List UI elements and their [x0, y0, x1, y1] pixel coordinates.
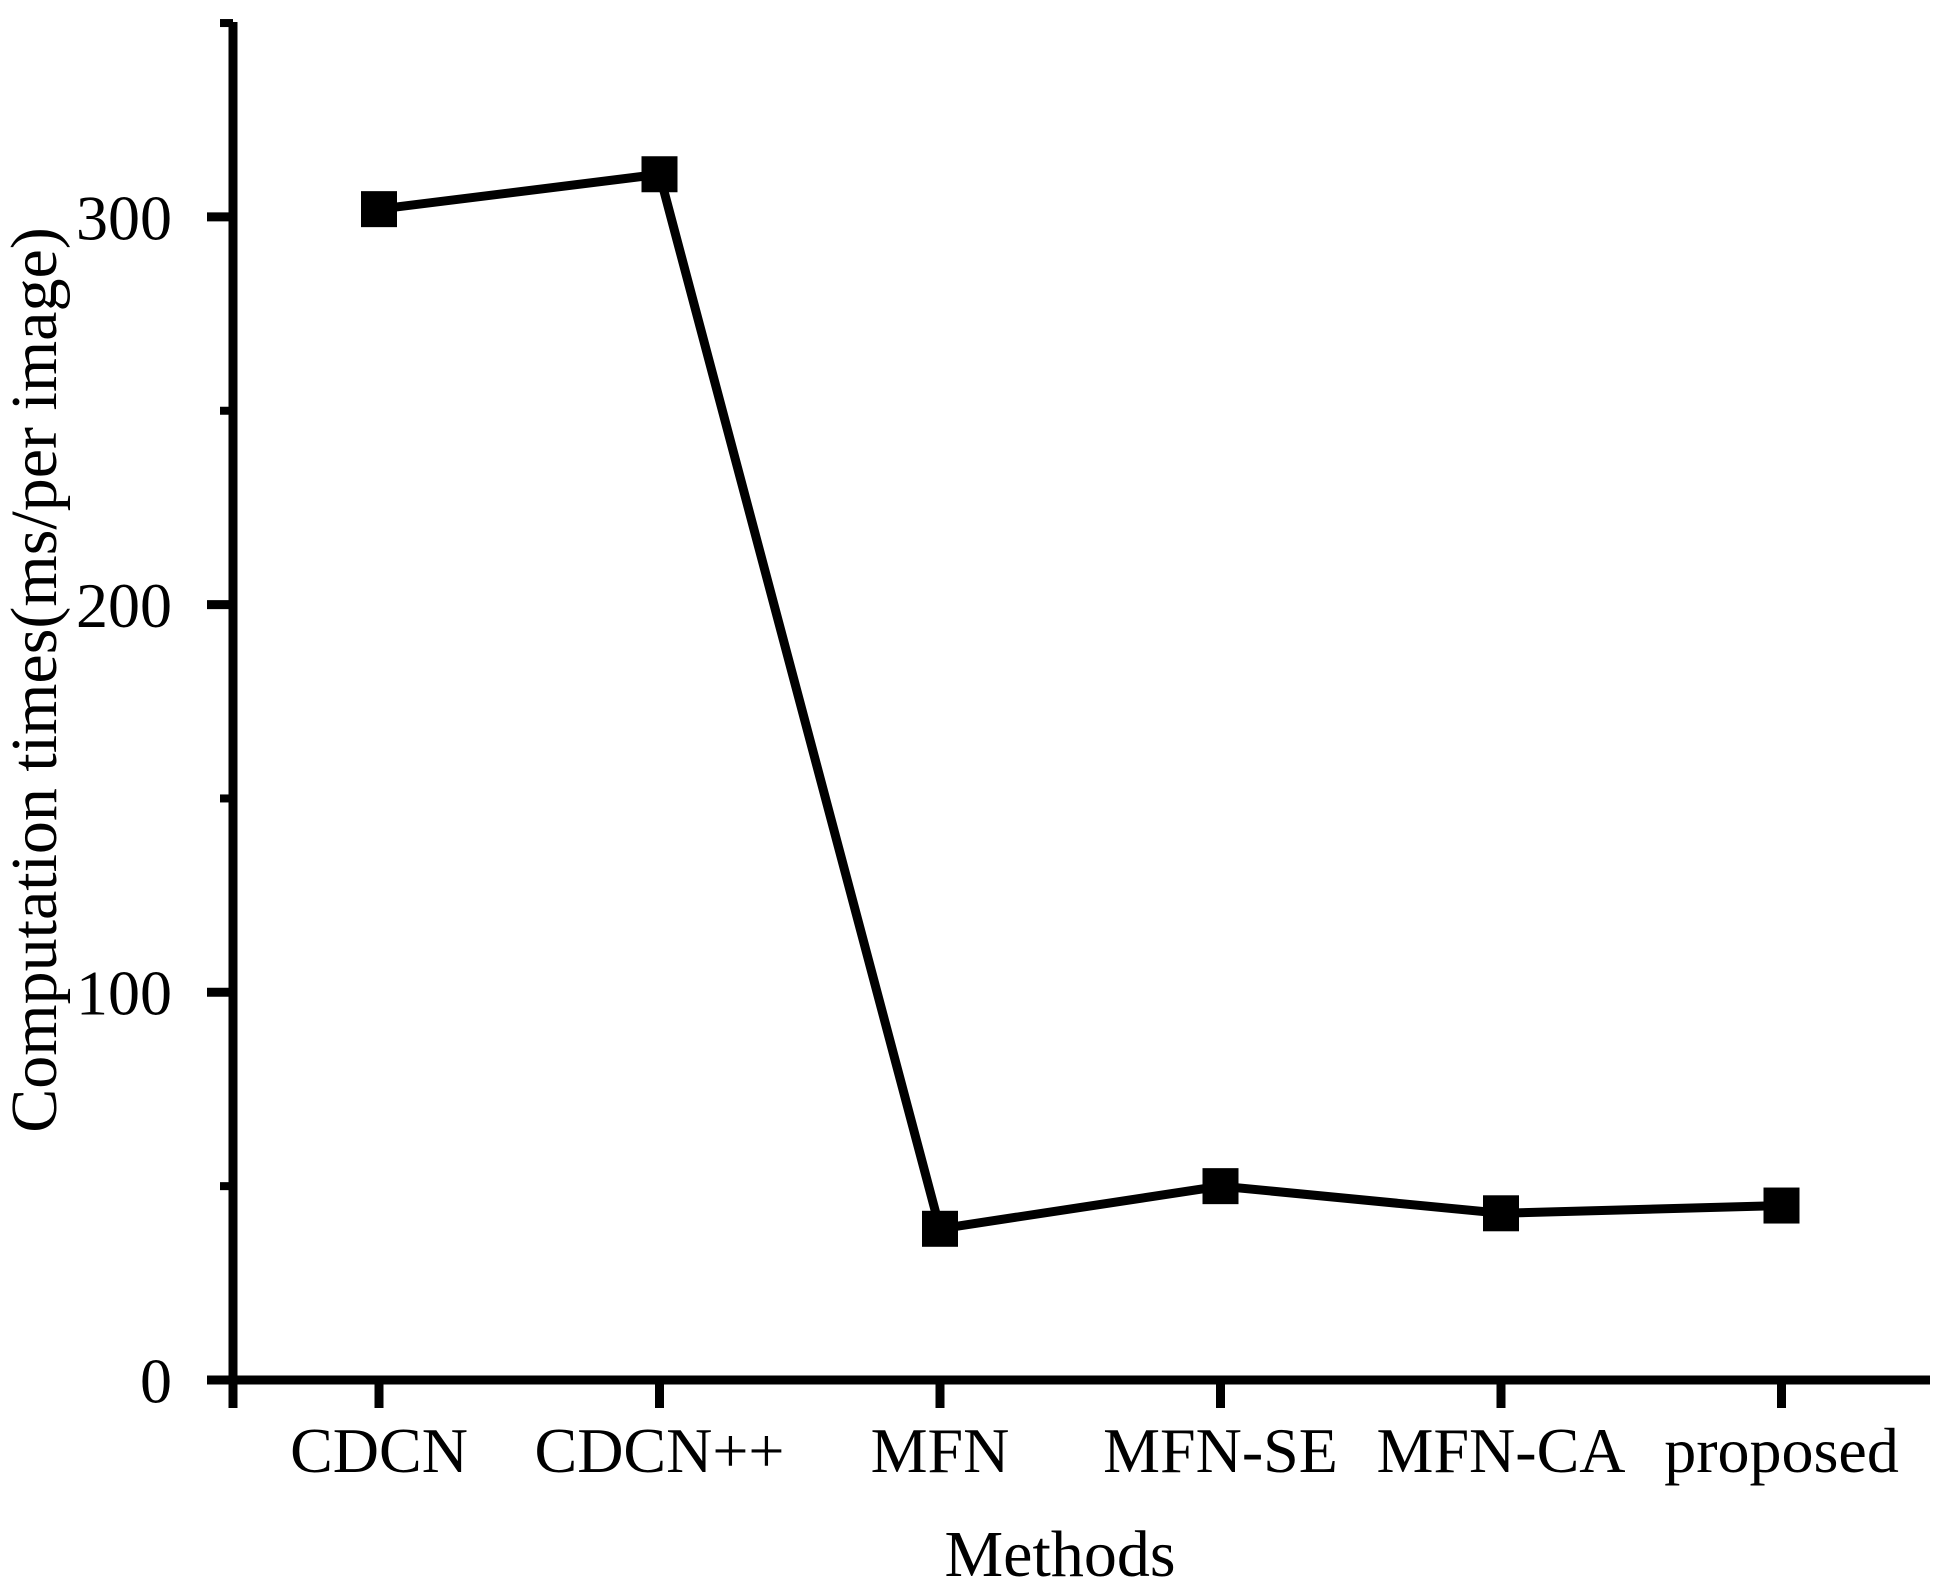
data-point-cdcn: [361, 191, 397, 228]
x-category-label-cdcn-: CDCN++: [535, 1415, 785, 1486]
x-category-label-mfn: MFN: [871, 1415, 1010, 1486]
x-category-label-cdcn: CDCN: [290, 1415, 468, 1486]
y-tick-label: 200: [76, 570, 172, 641]
data-point-mfn-ca: [1483, 1195, 1519, 1232]
x-category-label-mfn-se: MFN-SE: [1103, 1415, 1338, 1486]
y-tick-label: 0: [140, 1345, 172, 1416]
x-category-label-proposed: proposed: [1664, 1415, 1899, 1486]
data-point-proposed: [1763, 1187, 1800, 1224]
data-point-mfn-se: [1202, 1168, 1239, 1205]
y-tick-label: 100: [76, 958, 172, 1029]
data-line: [378, 169, 1782, 1234]
y-axis-title: Computation times(ms/per image): [0, 227, 71, 1133]
x-category-label-mfn-ca: MFN-CA: [1377, 1415, 1626, 1486]
data-point-mfn: [922, 1210, 958, 1247]
x-axis-title: Methods: [945, 1518, 1176, 1591]
data-point-cdcn-: [641, 156, 678, 193]
y-tick-label: 300: [76, 182, 172, 253]
